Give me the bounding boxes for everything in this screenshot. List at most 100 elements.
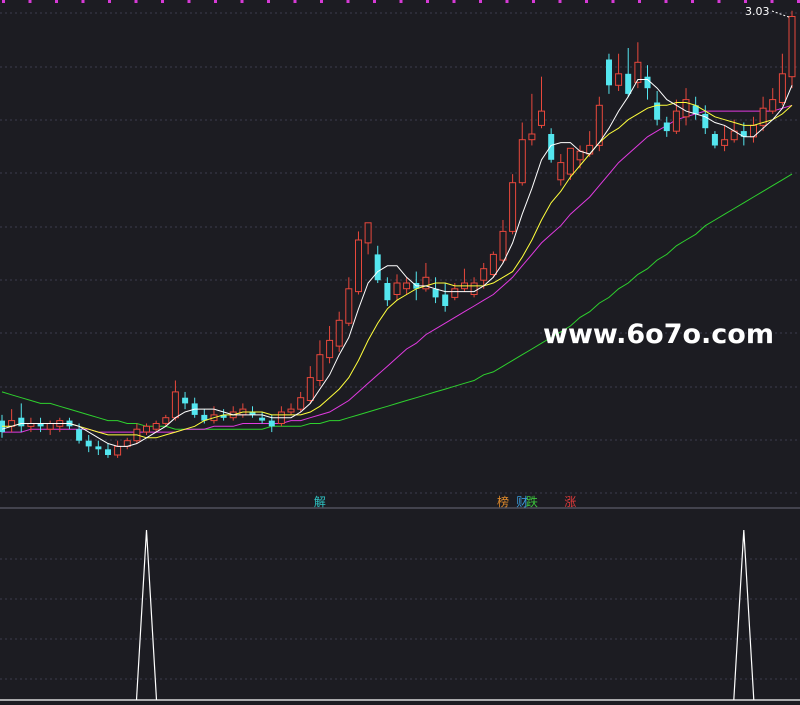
candle-body — [297, 397, 305, 410]
candle-body — [557, 162, 565, 181]
candle-body — [654, 102, 661, 120]
candle-body — [374, 254, 381, 281]
candle-body — [778, 73, 786, 104]
indicator-spike — [733, 529, 755, 701]
top-dot — [2, 0, 5, 3]
top-dot — [267, 0, 270, 3]
top-dot — [346, 0, 350, 3]
candle-body — [201, 414, 208, 421]
top-dot — [611, 0, 615, 3]
candle-body — [268, 420, 275, 427]
candle-body — [615, 73, 623, 86]
top-dot — [797, 0, 800, 3]
top-dot — [373, 0, 376, 3]
candle-body — [171, 391, 179, 419]
candle-body — [548, 134, 555, 160]
candle-body — [220, 414, 227, 418]
top-dot — [664, 0, 668, 3]
candle-body — [393, 282, 401, 295]
candle-body — [85, 440, 92, 447]
marker-label: 解 — [314, 495, 326, 509]
candle-body — [384, 283, 391, 301]
candles — [0, 10, 796, 458]
ma60-line — [1, 173, 793, 430]
top-dot — [399, 0, 403, 3]
candle-body — [711, 134, 718, 146]
candle-body — [345, 288, 353, 324]
candle-body — [644, 76, 651, 89]
marker-label: 跌 — [526, 494, 538, 509]
top-dot — [532, 0, 535, 3]
candle-body — [95, 446, 102, 450]
ma60-series — [1, 173, 793, 430]
top-dot — [426, 0, 429, 3]
top-dot — [55, 0, 58, 3]
top-dot — [134, 0, 138, 3]
top-dot — [770, 0, 774, 3]
candle-body — [528, 133, 536, 141]
candle-body — [46, 423, 54, 430]
top-dot — [638, 0, 641, 3]
candle-body — [682, 99, 690, 118]
indicator-panel — [0, 529, 800, 701]
marker-label: 涨 — [564, 494, 576, 509]
ma5-series — [1, 79, 793, 447]
top-dot — [161, 0, 164, 3]
candle-body — [566, 147, 574, 175]
top-dot — [479, 0, 482, 3]
candle-body — [152, 423, 160, 430]
candle-body — [576, 150, 584, 161]
grid-lines — [0, 12, 800, 680]
candle-body — [422, 276, 430, 290]
candle-body — [672, 110, 680, 132]
top-dot — [558, 0, 562, 3]
top-dot — [717, 0, 721, 3]
top-dot — [293, 0, 297, 3]
candle-body — [18, 417, 25, 427]
top-dot — [320, 0, 323, 3]
ma20-series — [2, 104, 793, 433]
top-dot — [691, 0, 694, 3]
candle-body — [721, 139, 729, 146]
candle-body — [432, 288, 439, 298]
ma10-line — [2, 102, 793, 439]
candle-body — [162, 417, 170, 424]
ma10-series — [2, 102, 793, 439]
marker-label: 财 — [516, 495, 528, 509]
candle-body — [759, 107, 767, 126]
candle-body — [740, 131, 747, 137]
top-dot — [187, 0, 191, 3]
candle-body — [182, 397, 189, 404]
candle-body — [306, 377, 314, 402]
top-dot — [744, 0, 747, 3]
top-dot — [585, 0, 588, 3]
candle-body — [403, 282, 411, 290]
candle-body — [249, 412, 256, 415]
candle-body — [442, 294, 449, 306]
candle-body — [105, 449, 111, 455]
candle-body — [480, 268, 488, 281]
candle-body — [634, 61, 642, 83]
candle-body — [259, 417, 266, 421]
candle-body — [692, 105, 699, 114]
top-dot — [214, 0, 217, 3]
candle-body — [509, 182, 517, 232]
candle-body — [114, 445, 122, 456]
top-dot — [81, 0, 85, 3]
ma5-line — [1, 79, 793, 447]
candle-body — [606, 59, 612, 86]
candle-body — [663, 122, 670, 132]
candle-body — [538, 110, 545, 126]
candle-body — [326, 339, 334, 359]
candle-body — [364, 222, 372, 244]
candle-body — [769, 99, 777, 112]
candle-body — [625, 73, 632, 94]
price-label: 3.03 — [745, 5, 770, 18]
top-dot — [505, 0, 509, 3]
ma20-line — [2, 104, 793, 433]
top-dot — [108, 0, 111, 3]
candle-body — [451, 288, 459, 298]
top-dots — [2, 0, 800, 3]
candle-body — [287, 408, 295, 413]
